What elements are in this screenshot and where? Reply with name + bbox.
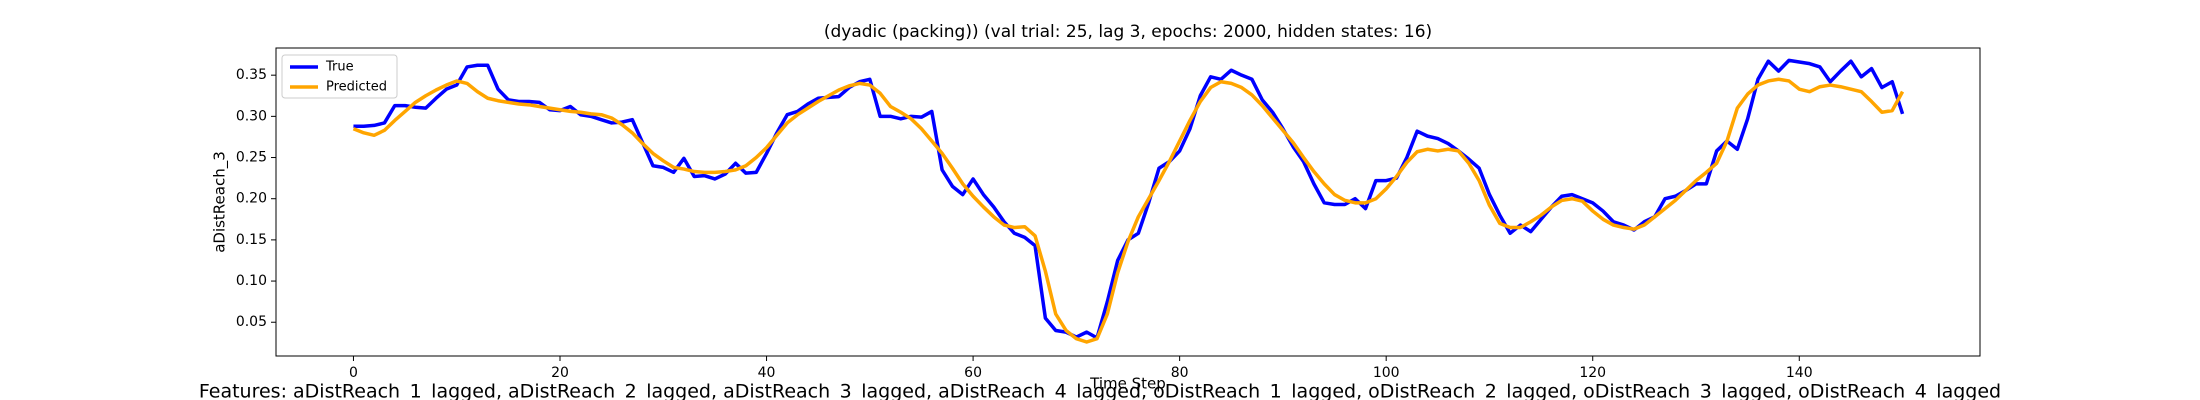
x-axis-label: Time Step	[1089, 375, 1166, 393]
x-tick-label: 0	[349, 365, 358, 381]
y-tick-label: 0.35	[236, 67, 267, 83]
y-tick-label: 0.30	[236, 108, 267, 124]
y-axis-label: aDistReach_3	[211, 151, 230, 253]
x-tick-label: 120	[1579, 365, 1606, 381]
y-tick-label: 0.20	[236, 191, 267, 207]
legend-label: True	[325, 60, 354, 75]
y-tick-label: 0.15	[236, 232, 267, 248]
series-line	[352, 77, 1905, 344]
x-tick-label: 140	[1786, 365, 1813, 381]
x-tick-label: 60	[964, 365, 982, 381]
x-tick-label: 100	[1373, 365, 1400, 381]
legend-label: Predicted	[326, 80, 387, 95]
x-tick-label: 40	[758, 365, 776, 381]
chart-title: (dyadic (packing)) (val trial: 25, lag 3…	[824, 22, 1432, 42]
y-tick-label: 0.25	[236, 150, 267, 166]
x-tick-label: 20	[551, 365, 569, 381]
y-tick-label: 0.10	[236, 273, 267, 289]
x-tick-label: 80	[1171, 365, 1189, 381]
plot-frame	[275, 47, 1981, 357]
y-tick-label: 0.05	[236, 314, 267, 330]
caption: Features: aDistReach_1_lagged, aDistReac…	[199, 381, 2001, 400]
